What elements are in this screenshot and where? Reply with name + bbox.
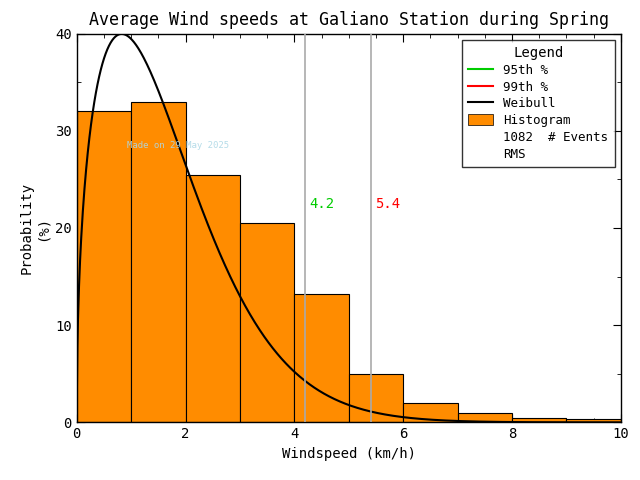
Text: Made on 29 May 2025: Made on 29 May 2025 <box>127 141 230 150</box>
Text: 5.4: 5.4 <box>375 197 400 211</box>
Bar <box>186 175 240 422</box>
Legend: 95th %, 99th %, Weibull, Histogram, 1082  # Events, RMS: 95th %, 99th %, Weibull, Histogram, 1082… <box>462 40 614 167</box>
X-axis label: Windspeed (km/h): Windspeed (km/h) <box>282 447 416 461</box>
Bar <box>349 374 403 422</box>
Title: Average Wind speeds at Galiano Station during Spring: Average Wind speeds at Galiano Station d… <box>89 11 609 29</box>
Bar <box>294 294 349 422</box>
Bar <box>566 420 621 422</box>
Y-axis label: Probability
(%): Probability (%) <box>19 182 50 274</box>
Text: 4.2: 4.2 <box>310 197 335 211</box>
Bar <box>77 111 131 422</box>
Bar <box>458 413 512 422</box>
Bar <box>240 223 294 422</box>
Bar <box>131 102 186 422</box>
Bar <box>512 418 566 422</box>
Bar <box>403 403 458 422</box>
